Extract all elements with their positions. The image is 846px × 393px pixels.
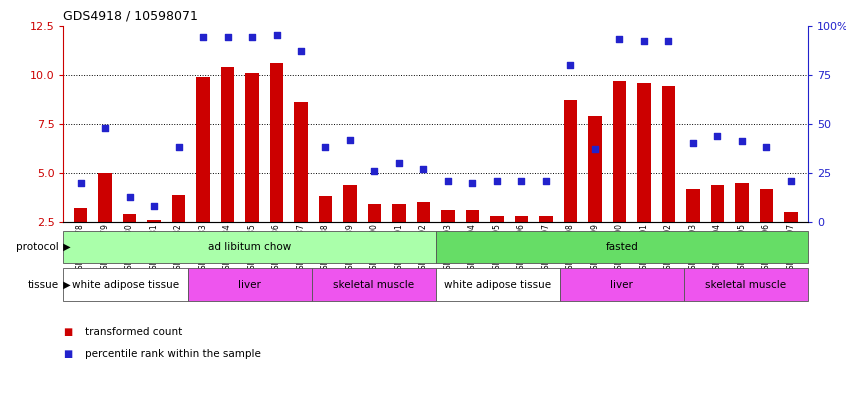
Bar	[123, 214, 136, 222]
Point	[417, 166, 431, 172]
Text: fasted: fasted	[606, 242, 638, 252]
Bar	[465, 210, 479, 222]
Text: ■: ■	[63, 327, 73, 337]
Bar	[245, 73, 259, 222]
Bar	[393, 204, 406, 222]
Text: ▶: ▶	[60, 242, 71, 252]
Point	[368, 168, 382, 174]
Bar	[221, 67, 234, 222]
Point	[245, 34, 259, 40]
Point	[760, 144, 773, 151]
Bar	[442, 210, 454, 222]
Point	[686, 140, 700, 147]
Bar	[63, 231, 436, 263]
Point	[711, 132, 724, 139]
Bar	[662, 86, 675, 222]
Bar	[311, 268, 436, 301]
Point	[393, 160, 406, 166]
Point	[588, 146, 602, 152]
Bar	[196, 77, 210, 222]
Point	[343, 136, 357, 143]
Bar	[514, 216, 528, 222]
Bar	[539, 216, 552, 222]
Point	[441, 178, 454, 184]
Text: protocol: protocol	[16, 242, 59, 252]
Point	[735, 138, 749, 145]
Bar	[637, 83, 651, 222]
Text: GDS4918 / 10598071: GDS4918 / 10598071	[63, 10, 198, 23]
Bar	[784, 212, 798, 222]
Bar	[368, 204, 382, 222]
Bar	[74, 208, 87, 222]
Point	[172, 144, 185, 151]
Bar	[172, 195, 185, 222]
Text: skeletal muscle: skeletal muscle	[706, 279, 787, 290]
Bar	[294, 102, 308, 222]
Bar	[98, 173, 112, 222]
Text: white adipose tissue: white adipose tissue	[72, 279, 179, 290]
Bar	[735, 183, 749, 222]
Bar	[490, 216, 503, 222]
Point	[147, 203, 161, 209]
Bar	[436, 268, 560, 301]
Bar	[417, 202, 430, 222]
Bar	[343, 185, 357, 222]
Point	[539, 178, 552, 184]
Bar	[686, 189, 700, 222]
Text: liver: liver	[610, 279, 634, 290]
Point	[637, 38, 651, 44]
Point	[196, 34, 210, 40]
Point	[490, 178, 503, 184]
Bar	[147, 220, 161, 222]
Bar	[270, 63, 283, 222]
Point	[514, 178, 528, 184]
Text: white adipose tissue: white adipose tissue	[444, 279, 552, 290]
Bar	[188, 268, 311, 301]
Text: percentile rank within the sample: percentile rank within the sample	[85, 349, 261, 359]
Bar	[436, 231, 808, 263]
Text: ▶: ▶	[60, 279, 71, 290]
Point	[270, 32, 283, 39]
Point	[465, 180, 479, 186]
Point	[563, 62, 577, 68]
Point	[74, 180, 87, 186]
Bar	[588, 116, 602, 222]
Text: liver: liver	[238, 279, 261, 290]
Bar	[711, 185, 724, 222]
Bar	[760, 189, 773, 222]
Point	[662, 38, 675, 44]
Point	[613, 36, 626, 42]
Point	[123, 193, 136, 200]
Point	[221, 34, 234, 40]
Text: transformed count: transformed count	[85, 327, 182, 337]
Point	[784, 178, 798, 184]
Bar	[560, 268, 684, 301]
Bar	[613, 81, 626, 222]
Bar	[63, 268, 188, 301]
Point	[98, 125, 112, 131]
Text: ad libitum chow: ad libitum chow	[208, 242, 291, 252]
Bar	[684, 268, 808, 301]
Text: ■: ■	[63, 349, 73, 359]
Text: tissue: tissue	[28, 279, 59, 290]
Text: skeletal muscle: skeletal muscle	[333, 279, 415, 290]
Point	[294, 48, 308, 54]
Point	[319, 144, 332, 151]
Bar	[319, 196, 332, 222]
Bar	[563, 100, 577, 222]
